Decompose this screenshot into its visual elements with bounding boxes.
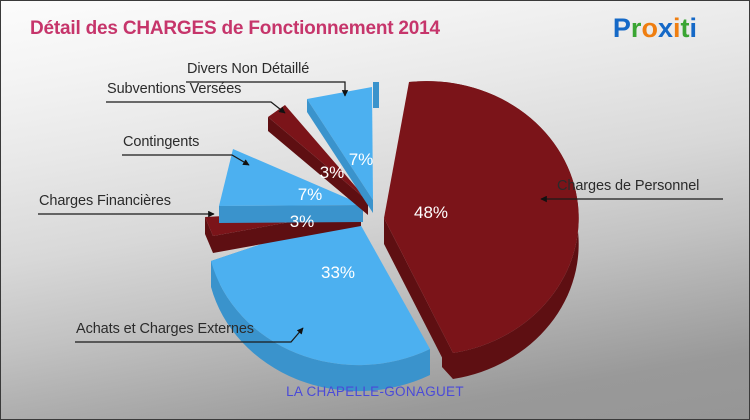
pct-contingents: 7% <box>298 185 323 204</box>
logo-letter-i2: i <box>689 13 697 43</box>
slice-top-divers <box>307 87 373 200</box>
logo-letter-t: t <box>680 13 690 43</box>
logo-letter-p: P <box>612 13 631 43</box>
logo-letter-r: r <box>630 13 642 43</box>
label-contingents: Contingents <box>123 134 200 150</box>
pct-divers: 7% <box>349 150 374 169</box>
label-divers: Divers Non Détaillé <box>187 61 310 77</box>
slice-side-achats <box>211 261 430 392</box>
pct-financieres: 3% <box>290 212 315 231</box>
slice-side-divers <box>373 81 379 108</box>
pie-body <box>205 81 579 392</box>
logo-letter-i1: i <box>672 13 681 43</box>
label-achats: Achats et Charges Externes <box>76 321 254 337</box>
slice-top-achats <box>211 213 430 366</box>
slice-top-subventions <box>268 105 368 201</box>
slice-side-contingents <box>219 205 363 223</box>
logo-letter-x: x <box>657 13 673 43</box>
slice-side-divers-left <box>307 99 373 213</box>
slice-side-financieres <box>205 217 213 253</box>
pct-personnel: 48% <box>414 203 448 222</box>
slice-top-personnel <box>384 81 579 354</box>
slice-side-personnel-wall <box>384 218 453 379</box>
callout-leaders <box>38 81 723 343</box>
slice-top-contingents <box>219 149 363 206</box>
pct-subventions: 3% <box>320 163 345 182</box>
leader-contingents <box>122 154 250 166</box>
slice-side-subventions <box>268 117 368 215</box>
label-charges-personnel: Charges de Personnel <box>557 178 700 194</box>
logo-letter-o: o <box>641 13 658 43</box>
label-charges-financieres: Charges Financières <box>39 193 171 209</box>
leader-achats <box>75 327 304 343</box>
leader-divers <box>186 81 349 97</box>
page-title: Détail des CHARGES de Fonctionnement 201… <box>30 18 440 39</box>
commune-name: LA CHAPELLE-GONAGUET <box>286 384 464 399</box>
pct-achats: 33% <box>321 263 355 282</box>
leader-subventions <box>106 101 286 114</box>
label-subventions: Subventions Versées <box>107 81 242 97</box>
proxiti-logo[interactable]: Proxiti <box>613 13 697 43</box>
